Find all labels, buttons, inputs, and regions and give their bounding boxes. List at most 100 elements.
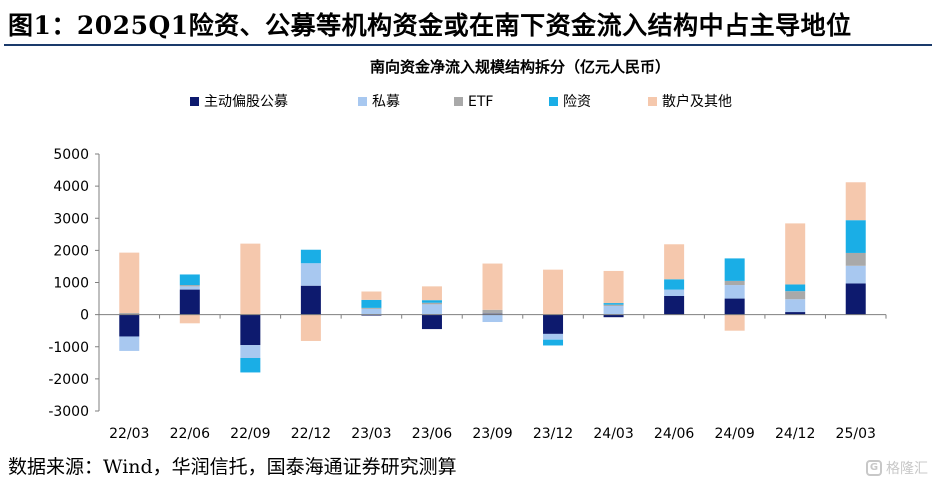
bar-24-09-series-4 <box>724 314 745 331</box>
y-tick-label: 4000 <box>53 179 89 195</box>
bar-22-06-series-3 <box>179 274 200 286</box>
x-tick-label: 24/06 <box>654 426 694 442</box>
bar-22-03-series-0 <box>119 314 140 337</box>
legend-item: ETF <box>454 94 493 110</box>
x-tick-label: 23/09 <box>472 426 512 442</box>
legend-label: ETF <box>468 94 493 110</box>
bar-24-03-series-0 <box>603 314 624 318</box>
watermark-logo-icon: G <box>866 460 882 476</box>
bar-22-03-series-2 <box>119 313 140 315</box>
bar-22-12-series-0 <box>300 285 321 315</box>
bar-22-09-series-1 <box>240 345 261 358</box>
y-tick-label: 1000 <box>53 276 89 292</box>
bar-24-06-series-4 <box>664 244 685 280</box>
y-tick-label: 5000 <box>53 147 89 163</box>
bar-22-09-series-4 <box>240 243 261 315</box>
bar-22-06-series-2 <box>179 285 200 287</box>
x-tick-label: 24/09 <box>714 426 754 442</box>
bar-23-12-series-4 <box>543 269 564 315</box>
y-tick-label: -3000 <box>48 404 89 420</box>
bar-23-09-series-4 <box>482 263 503 310</box>
x-tick-label: 22/12 <box>291 426 331 442</box>
legend-swatch <box>190 97 199 106</box>
legend-swatch <box>549 97 558 106</box>
bar-25-03-series-4 <box>845 182 866 221</box>
y-tick-label: -1000 <box>48 340 89 356</box>
bar-24-06-series-0 <box>664 295 685 315</box>
bar-layer <box>119 182 866 373</box>
legend-label: 主动偏股公募 <box>204 94 288 110</box>
watermark: G 格隆汇 <box>866 458 928 478</box>
bar-22-09-series-3 <box>240 357 261 373</box>
y-tick-label: -2000 <box>48 372 89 388</box>
bar-24-12-series-1 <box>785 299 806 313</box>
x-tick-label: 22/09 <box>230 426 270 442</box>
source-note: 数据来源：Wind，华润信托，国泰海通证券研究测算 <box>8 456 457 478</box>
bar-22-06-series-4 <box>179 314 200 324</box>
stacked-bar-chart: 南向资金净流入规模结构拆分（亿元人民币） 主动偏股公募 私募 ETF 险资 散户及其他 … <box>48 58 887 442</box>
bar-23-12-series-1 <box>543 333 564 340</box>
bar-24-03-series-2 <box>603 304 624 306</box>
bar-22-06-series-1 <box>179 286 200 290</box>
y-tick-label: 2000 <box>53 243 89 259</box>
x-tick-label: 22/06 <box>170 426 210 442</box>
chart-legend: 主动偏股公募 私募 ETF 险资 散户及其他 <box>190 93 732 110</box>
legend-item: 散户及其他 <box>648 93 732 110</box>
figure-header: 图1：2025Q1险资、公募等机构资金或在南下资金流入结构中占主导地位 <box>0 0 936 46</box>
bar-24-03-series-1 <box>603 305 624 315</box>
bar-22-06-series-0 <box>179 289 200 315</box>
bar-25-03-series-2 <box>845 252 866 266</box>
bar-23-06-series-4 <box>421 286 442 301</box>
chart-title: 南向资金净流入规模结构拆分（亿元人民币） <box>370 58 670 76</box>
bar-23-03-series-4 <box>361 291 382 300</box>
bar-23-06-series-1 <box>421 304 442 315</box>
x-tick-label: 25/03 <box>836 426 876 442</box>
bar-22-03-series-1 <box>119 336 140 351</box>
bar-23-03-series-3 <box>361 299 382 308</box>
legend-label: 险资 <box>563 94 591 110</box>
x-tick-label: 22/03 <box>109 426 149 442</box>
x-tick-label: 23/12 <box>533 426 573 442</box>
y-tick-label: 0 <box>80 308 89 324</box>
y-tick-label: 3000 <box>53 211 89 227</box>
bar-24-12-series-4 <box>785 223 806 285</box>
bar-23-06-series-0 <box>421 314 442 330</box>
bar-24-03-series-3 <box>603 303 624 305</box>
bar-23-12-series-3 <box>543 339 564 346</box>
bar-24-12-series-2 <box>785 291 806 300</box>
title-divider <box>4 44 932 46</box>
watermark-text: 格隆汇 <box>886 461 928 477</box>
axes-layer: -3000 -2000 -1000 0 1000 2000 3000 4000 5000 22/0… <box>48 147 887 442</box>
legend-item: 险资 <box>549 94 591 110</box>
bar-25-03-series-1 <box>845 265 866 284</box>
bar-22-09-series-0 <box>240 314 261 346</box>
bar-23-09-series-1 <box>482 314 503 323</box>
legend-label: 散户及其他 <box>662 93 732 110</box>
bar-23-03-series-2 <box>361 307 382 309</box>
bar-24-09-series-2 <box>724 280 745 286</box>
bar-22-12-series-4 <box>300 314 321 341</box>
x-tick-label: 23/06 <box>412 426 452 442</box>
legend-item: 主动偏股公募 <box>190 94 288 110</box>
bar-24-09-series-0 <box>724 298 745 315</box>
bar-24-09-series-3 <box>724 258 745 281</box>
x-tick-label: 24/12 <box>775 426 815 442</box>
bar-22-12-series-1 <box>300 263 321 286</box>
legend-label: 私募 <box>372 94 400 110</box>
bar-22-03-series-4 <box>119 252 140 314</box>
bar-24-06-series-1 <box>664 289 685 296</box>
bar-23-06-series-3 <box>421 300 442 303</box>
bar-23-06-series-2 <box>421 302 442 305</box>
bar-22-12-series-3 <box>300 249 321 264</box>
bar-25-03-series-0 <box>845 283 866 315</box>
legend-item: 私募 <box>358 94 400 110</box>
legend-swatch <box>648 97 657 106</box>
bar-24-03-series-4 <box>603 270 624 304</box>
legend-swatch <box>454 97 463 106</box>
bar-24-06-series-3 <box>664 279 685 290</box>
bar-24-09-series-1 <box>724 285 745 299</box>
bar-25-03-series-3 <box>845 220 866 253</box>
x-tick-label: 24/03 <box>593 426 633 442</box>
x-tick-label: 23/03 <box>351 426 391 442</box>
legend-swatch <box>358 97 367 106</box>
